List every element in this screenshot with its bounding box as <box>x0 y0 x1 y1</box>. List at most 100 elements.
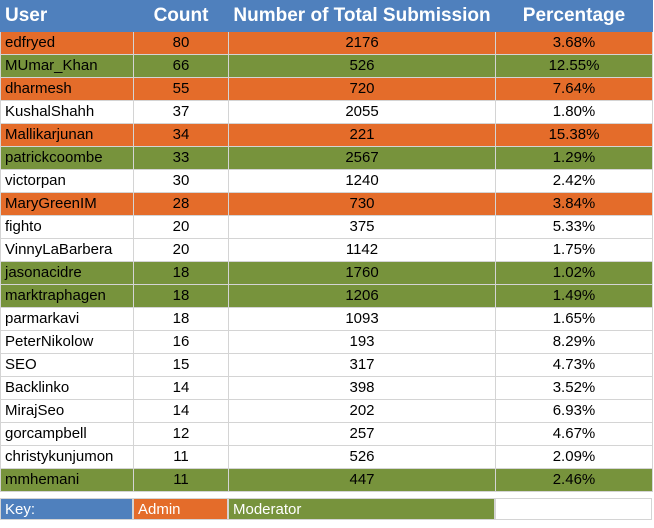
cell-total[interactable]: 221 <box>228 123 496 147</box>
cell-total[interactable]: 375 <box>228 215 496 239</box>
cell-user[interactable]: victorpan <box>0 169 134 193</box>
cell-count[interactable]: 14 <box>133 376 229 400</box>
header-count[interactable]: Count <box>133 0 229 32</box>
cell-user[interactable]: MirajSeo <box>0 399 134 423</box>
cell-total[interactable]: 1760 <box>228 261 496 285</box>
cell-percentage[interactable]: 1.65% <box>495 307 653 331</box>
cell-count[interactable]: 18 <box>133 284 229 308</box>
key-moderator-swatch[interactable]: Moderator <box>228 498 495 520</box>
cell-user[interactable]: marktraphagen <box>0 284 134 308</box>
cell-user[interactable]: christykunjumon <box>0 445 134 469</box>
header-row: User Count Number of Total Submission Pe… <box>0 0 653 32</box>
cell-user[interactable]: gorcampbell <box>0 422 134 446</box>
cell-percentage[interactable]: 6.93% <box>495 399 653 423</box>
cell-user[interactable]: edfryed <box>0 31 134 55</box>
key-admin-swatch[interactable]: Admin <box>133 498 228 520</box>
cell-total[interactable]: 193 <box>228 330 496 354</box>
cell-percentage[interactable]: 12.55% <box>495 54 653 78</box>
cell-total[interactable]: 398 <box>228 376 496 400</box>
cell-percentage[interactable]: 1.02% <box>495 261 653 285</box>
cell-percentage[interactable]: 3.68% <box>495 31 653 55</box>
cell-percentage[interactable]: 4.73% <box>495 353 653 377</box>
cell-count[interactable]: 66 <box>133 54 229 78</box>
header-total-submission[interactable]: Number of Total Submission <box>228 0 496 32</box>
cell-user[interactable]: dharmesh <box>0 77 134 101</box>
cell-user[interactable]: patrickcoombe <box>0 146 134 170</box>
cell-percentage[interactable]: 1.49% <box>495 284 653 308</box>
cell-count[interactable]: 15 <box>133 353 229 377</box>
table-row: Mallikarjunan 34 221 15.38% <box>0 123 653 147</box>
table-row: MUmar_Khan 66 526 12.55% <box>0 54 653 78</box>
cell-count[interactable]: 28 <box>133 192 229 216</box>
cell-user[interactable]: parmarkavi <box>0 307 134 331</box>
cell-percentage[interactable]: 1.75% <box>495 238 653 262</box>
cell-percentage[interactable]: 3.84% <box>495 192 653 216</box>
cell-total[interactable]: 2567 <box>228 146 496 170</box>
cell-total[interactable]: 526 <box>228 445 496 469</box>
cell-user[interactable]: Mallikarjunan <box>0 123 134 147</box>
cell-total[interactable]: 2176 <box>228 31 496 55</box>
cell-percentage[interactable]: 3.52% <box>495 376 653 400</box>
cell-count[interactable]: 11 <box>133 445 229 469</box>
table-row: jasonacidre 18 1760 1.02% <box>0 261 653 285</box>
key-label[interactable]: Key: <box>0 498 133 520</box>
cell-total[interactable]: 1142 <box>228 238 496 262</box>
cell-total[interactable]: 257 <box>228 422 496 446</box>
cell-count[interactable]: 20 <box>133 238 229 262</box>
cell-user[interactable]: MaryGreenIM <box>0 192 134 216</box>
cell-percentage[interactable]: 2.09% <box>495 445 653 469</box>
cell-count[interactable]: 37 <box>133 100 229 124</box>
table-row: fighto 20 375 5.33% <box>0 215 653 239</box>
header-percentage[interactable]: Percentage <box>495 0 653 32</box>
cell-count[interactable]: 55 <box>133 77 229 101</box>
cell-count[interactable]: 18 <box>133 307 229 331</box>
cell-count[interactable]: 80 <box>133 31 229 55</box>
cell-user[interactable]: VinnyLaBarbera <box>0 238 134 262</box>
cell-total[interactable]: 447 <box>228 468 496 492</box>
cell-percentage[interactable]: 7.64% <box>495 77 653 101</box>
cell-percentage[interactable]: 2.42% <box>495 169 653 193</box>
cell-percentage[interactable]: 15.38% <box>495 123 653 147</box>
cell-total[interactable]: 1093 <box>228 307 496 331</box>
table-row: parmarkavi 18 1093 1.65% <box>0 307 653 331</box>
cell-percentage[interactable]: 1.80% <box>495 100 653 124</box>
cell-total[interactable]: 317 <box>228 353 496 377</box>
table-row: victorpan 30 1240 2.42% <box>0 169 653 193</box>
cell-count[interactable]: 14 <box>133 399 229 423</box>
cell-total[interactable]: 526 <box>228 54 496 78</box>
cell-count[interactable]: 12 <box>133 422 229 446</box>
cell-user[interactable]: SEO <box>0 353 134 377</box>
cell-user[interactable]: jasonacidre <box>0 261 134 285</box>
cell-total[interactable]: 2055 <box>228 100 496 124</box>
cell-total[interactable]: 720 <box>228 77 496 101</box>
header-user[interactable]: User <box>0 0 134 32</box>
cell-count[interactable]: 30 <box>133 169 229 193</box>
key-legend: Key: Admin Moderator <box>0 498 654 520</box>
cell-user[interactable]: KushalShahh <box>0 100 134 124</box>
cell-user[interactable]: Backlinko <box>0 376 134 400</box>
cell-user[interactable]: fighto <box>0 215 134 239</box>
table-row: MirajSeo 14 202 6.93% <box>0 399 653 423</box>
cell-total[interactable]: 1206 <box>228 284 496 308</box>
cell-count[interactable]: 16 <box>133 330 229 354</box>
cell-user[interactable]: mmhemani <box>0 468 134 492</box>
cell-count[interactable]: 33 <box>133 146 229 170</box>
cell-total[interactable]: 1240 <box>228 169 496 193</box>
key-empty-cell[interactable] <box>495 498 652 520</box>
cell-total[interactable]: 730 <box>228 192 496 216</box>
table-row: PeterNikolow 16 193 8.29% <box>0 330 653 354</box>
cell-percentage[interactable]: 8.29% <box>495 330 653 354</box>
cell-percentage[interactable]: 5.33% <box>495 215 653 239</box>
cell-percentage[interactable]: 2.46% <box>495 468 653 492</box>
table-body: edfryed 80 2176 3.68% MUmar_Khan 66 526 12.55% d… <box>0 31 653 492</box>
cell-percentage[interactable]: 4.67% <box>495 422 653 446</box>
cell-total[interactable]: 202 <box>228 399 496 423</box>
cell-user[interactable]: PeterNikolow <box>0 330 134 354</box>
cell-count[interactable]: 18 <box>133 261 229 285</box>
table-row: VinnyLaBarbera 20 1142 1.75% <box>0 238 653 262</box>
cell-percentage[interactable]: 1.29% <box>495 146 653 170</box>
cell-count[interactable]: 11 <box>133 468 229 492</box>
cell-count[interactable]: 34 <box>133 123 229 147</box>
cell-count[interactable]: 20 <box>133 215 229 239</box>
cell-user[interactable]: MUmar_Khan <box>0 54 134 78</box>
